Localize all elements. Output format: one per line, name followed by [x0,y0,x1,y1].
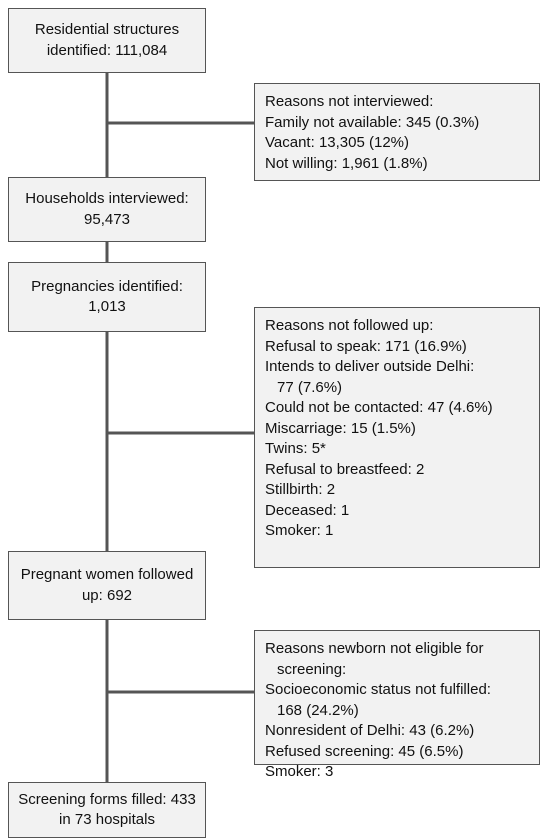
item-label: Refusal to breastfeed: [265,460,412,478]
flow-box: Pregnant women followed up: 692 [8,551,206,620]
exclusion-item: Stillbirth: 2 [265,480,529,501]
box-label: Households interviewed: 95,473 [25,190,189,228]
exclusion-box: Reasons not followed up: Refusal to speak… [254,307,540,568]
item-value: 168 (24.2%) [277,701,359,719]
box-label: Residential structures identified: 111,0… [34,21,180,59]
item-label: Deceased: [265,501,337,519]
exclusion-item: Not willing: 1,961 (1.8%) [265,154,529,175]
item-label: Family not available: [265,113,402,131]
item-value: 2 [326,481,336,498]
item-value: 77 (7.6%) [277,378,343,396]
item-label: Nonresident of Delhi: [265,722,406,739]
exclusion-item: Twins: 5* [265,439,529,460]
exclusion-item: Intends to deliver outside Delhi: 77 (7.… [265,357,529,398]
flow-box: Pregnancies identified: 1,013 [8,262,206,332]
item-label: Refusal to speak: [265,337,381,355]
exclusion-item: Could not be contacted: 47 (4.6%) [265,398,529,419]
exclusion-box: Reasons not interviewed: Family not avail… [254,83,540,181]
exclusion-item: Refusal to speak: 171 (16.9%) [265,337,529,358]
item-value: 3 [325,763,334,780]
flow-box: Households interviewed: 95,473 [8,177,206,242]
item-value: 2 [415,460,425,478]
item-value: 13,305 (12%) [318,134,409,151]
exclusion-item: Nonresident of Delhi: 43 (6.2%) [265,721,529,742]
exclusion-item: Smoker: 1 [265,521,529,542]
item-value: 1 [325,522,334,539]
item-value: 345 (0.3%) [405,113,480,131]
item-value: 45 (6.5%) [398,742,464,760]
item-label: Twins: [265,440,308,457]
exclusion-title: Reasons not followed up: [265,317,434,334]
exclusion-box: Reasons newborn not eligible for screeni… [254,630,540,780]
item-label: Intends to deliver outside Delhi: [265,358,475,375]
box-label: Pregnant women followed up: 692 [20,566,194,604]
item-label: Refused screening: [265,742,395,760]
flow-box: Residential structures identified: 111,0… [8,8,206,73]
exclusion-item: Refused screening: 45 (6.5%) [265,742,529,763]
item-value: 5* [311,440,326,457]
exclusion-item: Deceased: 1 [265,501,529,522]
item-label: Stillbirth: [265,481,323,498]
exclusion-item: Socioeconomic status not fulfilled: 168 … [265,680,529,721]
exclusion-item: Refusal to breastfeed: 2 [265,460,529,481]
item-label: Socioeconomic status not fulfilled: [265,681,491,698]
flow-box: Screening forms filled: 433 in 73 hospit… [8,782,206,838]
item-value: 1,961 (1.8%) [341,154,428,172]
item-value: 171 (16.9%) [385,337,467,355]
item-value: 15 (1.5%) [350,419,416,437]
item-label: Could not be contacted: [265,399,424,416]
exclusion-title: Reasons not interviewed: [265,93,434,110]
exclusion-item: Family not available: 345 (0.3%) [265,113,529,134]
exclusion-item: Miscarriage: 15 (1.5%) [265,419,529,440]
exclusion-title: Reasons newborn not eligible for screeni… [265,640,484,678]
item-label: Smoker: [265,763,321,780]
box-label: Screening forms filled: 433 in 73 hospit… [18,790,196,829]
item-label: Not willing: [265,154,338,172]
exclusion-item: Vacant: 13,305 (12%) [265,133,529,154]
item-value: 1 [340,501,350,519]
item-value: 43 (6.2%) [409,722,475,739]
item-label: Smoker: [265,522,321,539]
exclusion-item: Smoker: 3 [265,762,529,783]
item-label: Vacant: [265,134,315,151]
item-value: 47 (4.6%) [427,399,493,416]
box-label: Pregnancies identified: 1,013 [31,277,183,316]
item-label: Miscarriage: [265,419,347,437]
